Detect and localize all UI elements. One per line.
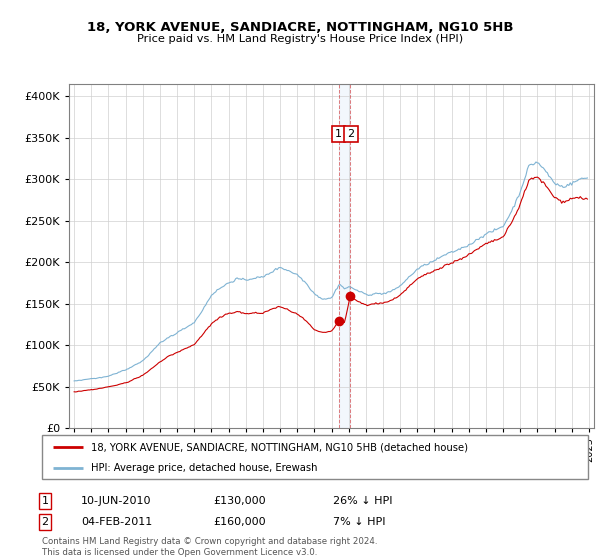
- Text: 2: 2: [347, 129, 355, 139]
- FancyBboxPatch shape: [42, 435, 588, 479]
- Text: 04-FEB-2011: 04-FEB-2011: [81, 517, 152, 527]
- Text: HPI: Average price, detached house, Erewash: HPI: Average price, detached house, Erew…: [91, 463, 317, 473]
- Text: 2: 2: [41, 517, 49, 527]
- Text: 18, YORK AVENUE, SANDIACRE, NOTTINGHAM, NG10 5HB: 18, YORK AVENUE, SANDIACRE, NOTTINGHAM, …: [87, 21, 513, 34]
- Text: 1: 1: [335, 129, 341, 139]
- Text: £160,000: £160,000: [213, 517, 266, 527]
- Text: 18, YORK AVENUE, SANDIACRE, NOTTINGHAM, NG10 5HB (detached house): 18, YORK AVENUE, SANDIACRE, NOTTINGHAM, …: [91, 442, 468, 452]
- Text: Contains HM Land Registry data © Crown copyright and database right 2024.
This d: Contains HM Land Registry data © Crown c…: [42, 537, 377, 557]
- Text: 1: 1: [41, 496, 49, 506]
- Text: Price paid vs. HM Land Registry's House Price Index (HPI): Price paid vs. HM Land Registry's House …: [137, 34, 463, 44]
- Text: £130,000: £130,000: [213, 496, 266, 506]
- Text: 26% ↓ HPI: 26% ↓ HPI: [333, 496, 392, 506]
- Text: 10-JUN-2010: 10-JUN-2010: [81, 496, 151, 506]
- Bar: [339, 84, 350, 428]
- Text: 7% ↓ HPI: 7% ↓ HPI: [333, 517, 386, 527]
